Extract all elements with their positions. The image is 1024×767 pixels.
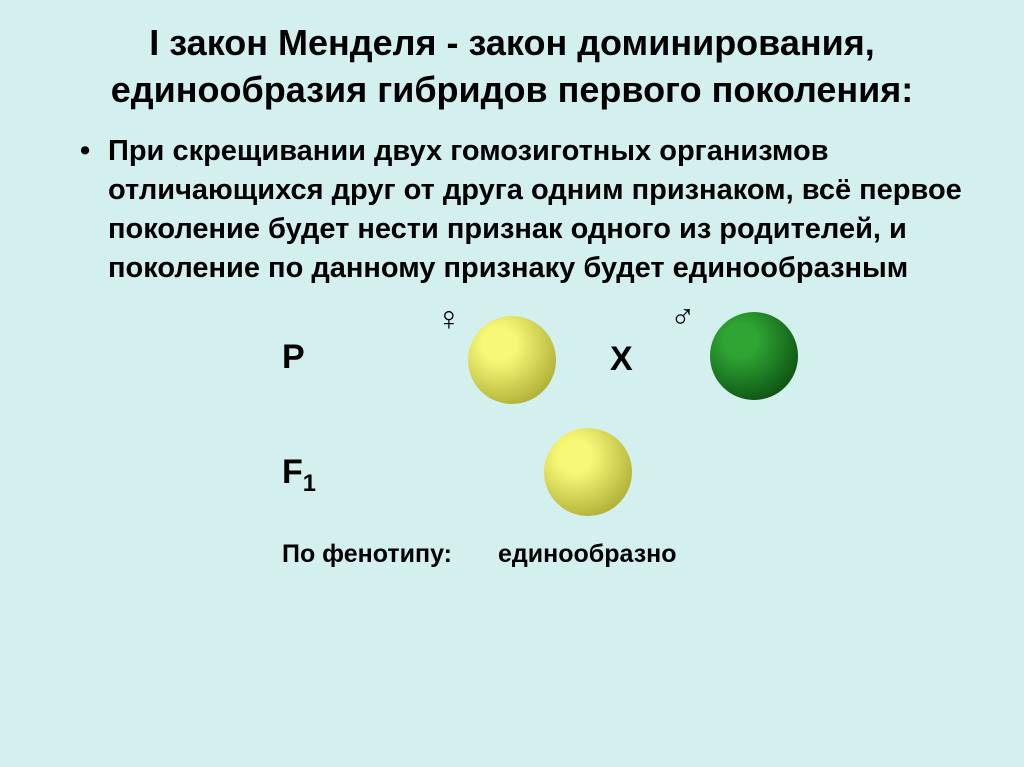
phenotype-value: единообразно (498, 540, 677, 569)
phenotype-label: По фенотипу: (282, 540, 452, 569)
f1-subscript: 1 (303, 470, 316, 497)
female-symbol: ♀ (436, 300, 462, 339)
parent-yellow-sphere (468, 316, 556, 404)
parent-gen-label: P (282, 338, 305, 377)
male-symbol: ♂ (670, 298, 696, 337)
parent-green-sphere (710, 312, 798, 400)
f1-yellow-sphere (544, 428, 632, 516)
slide-title: I закон Менделя - закон доминирования, е… (50, 20, 974, 114)
bullet-container: При скрещивании двух гомозиготных органи… (50, 132, 974, 289)
cross-symbol: Х (610, 340, 633, 379)
bullet-text: При скрещивании двух гомозиготных органи… (80, 132, 964, 289)
cross-diagram: P F1 ♀ ♂ Х По фенотипу: единообразно (50, 298, 974, 578)
slide: I закон Менделя - закон доминирования, е… (0, 0, 1024, 767)
f1-letter: F (282, 453, 303, 491)
f1-gen-label: F1 (282, 453, 316, 498)
